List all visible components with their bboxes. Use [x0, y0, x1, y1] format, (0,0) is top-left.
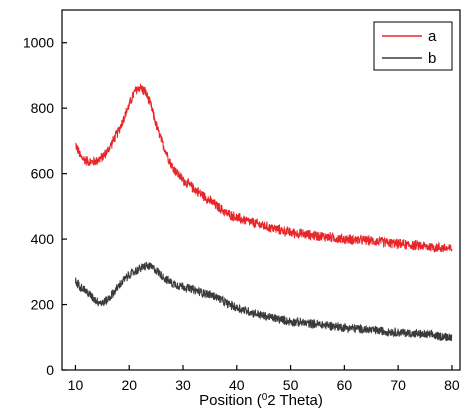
legend: ab [373, 21, 453, 71]
x-tick-label: 80 [444, 377, 460, 393]
series-line-a [75, 83, 453, 253]
y-tick-label: 800 [31, 100, 55, 116]
x-tick-label: 50 [283, 377, 299, 393]
x-axis-title: Position (02 Theta) [199, 392, 323, 410]
x-axis-title-main: Position ( [199, 392, 262, 409]
x-tick-label: 60 [337, 377, 353, 393]
y-tick-label: 1000 [23, 35, 54, 51]
plot-frame [61, 9, 461, 371]
x-tick-label: 10 [68, 377, 84, 393]
y-tick-label: 200 [31, 297, 55, 313]
y-tick-label: 400 [31, 231, 55, 247]
x-tick-label: 40 [229, 377, 245, 393]
x-axis-ticks: 10 20 30 40 50 60 70 80 [68, 365, 460, 393]
y-tick-label: 600 [31, 166, 55, 182]
legend-label-b: b [428, 50, 436, 67]
legend-box [373, 21, 453, 71]
legend-label-a: a [428, 28, 437, 45]
x-tick-label: 20 [121, 377, 137, 393]
x-axis-title-rest: 2 Theta) [267, 392, 323, 409]
y-axis-ticks: 0 200 400 600 800 1000 [23, 35, 67, 378]
x-tick-label: 70 [390, 377, 406, 393]
y-tick-label: 0 [46, 362, 54, 378]
series-line-b [74, 261, 453, 342]
x-tick-label: 30 [175, 377, 191, 393]
x-axis-title-superscript: 0 [262, 392, 268, 403]
plot-area [74, 83, 453, 342]
